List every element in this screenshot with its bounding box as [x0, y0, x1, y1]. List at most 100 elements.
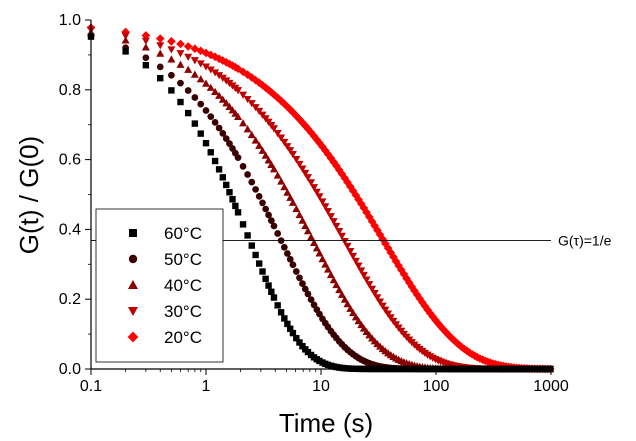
data-point: [283, 188, 292, 196]
data-point: [219, 130, 227, 137]
data-point: [284, 320, 291, 328]
data-point: [295, 210, 304, 219]
data-point: [239, 91, 248, 99]
data-point: [340, 295, 349, 303]
data-point: [197, 130, 204, 137]
x-tick-label: 1000: [533, 378, 569, 395]
data-point: [141, 31, 151, 40]
data-point: [316, 310, 323, 318]
data-point: [307, 233, 316, 241]
data-point: [259, 268, 266, 275]
data-point: [239, 221, 247, 228]
data-point: [252, 251, 259, 259]
data-point: [167, 55, 176, 63]
data-point: [298, 165, 307, 173]
data-point: [267, 160, 276, 168]
data-point: [384, 310, 393, 318]
data-point: [321, 203, 330, 211]
data-point: [381, 306, 390, 314]
data-point: [283, 102, 292, 112]
data-point: [262, 205, 269, 213]
data-point: [310, 238, 319, 247]
data-point: [248, 242, 255, 249]
data-point: [292, 204, 301, 213]
data-point: [301, 169, 310, 178]
data-point: [215, 166, 223, 173]
data-point: [343, 300, 352, 308]
data-point: [373, 294, 382, 302]
data-point: [184, 53, 193, 61]
data-point: [258, 146, 267, 154]
legend-box: [95, 208, 224, 363]
data-point: [270, 294, 278, 301]
data-point: [176, 50, 185, 58]
data-point: [362, 276, 371, 284]
data-point: [202, 79, 210, 87]
y-tick-label: 0.8: [59, 82, 81, 99]
data-point: [251, 136, 260, 144]
data-point: [303, 227, 312, 235]
data-point: [301, 221, 310, 230]
data-point: [280, 183, 289, 191]
data-point: [277, 177, 286, 185]
legend-marker: [128, 254, 138, 264]
data-point: [370, 290, 379, 298]
data-point: [283, 143, 292, 151]
data-point: [234, 154, 242, 162]
data-point: [269, 125, 278, 133]
data-point: [196, 60, 205, 68]
data-point: [167, 37, 176, 46]
data-point: [289, 261, 297, 269]
legend-label: 30°C: [164, 302, 202, 321]
data-point: [252, 186, 259, 193]
legend-label: 20°C: [164, 328, 202, 347]
data-point: [295, 160, 304, 169]
data-point: [141, 43, 150, 51]
data-point: [211, 69, 220, 77]
data-point: [219, 174, 227, 181]
data-point: [312, 244, 321, 252]
data-point: [280, 243, 288, 251]
data-point: [286, 193, 295, 201]
data-point: [168, 87, 175, 94]
data-point: [323, 265, 332, 273]
data-point: [191, 120, 199, 127]
data-point: [292, 268, 300, 275]
data-point: [239, 119, 248, 127]
data-point: [255, 141, 264, 149]
data-point: [206, 66, 215, 74]
data-point: [243, 95, 252, 104]
data-point: [277, 309, 285, 316]
data-point: [259, 199, 266, 207]
y-tick-label: 0.4: [59, 221, 81, 238]
data-point: [286, 147, 295, 155]
legend-marker: [127, 331, 139, 343]
data-point: [284, 250, 291, 257]
data-point: [286, 255, 294, 263]
data-point: [243, 125, 252, 133]
x-tick-label: 1: [202, 378, 211, 395]
data-point: [293, 334, 300, 342]
data-point: [155, 34, 165, 43]
data-point: [202, 63, 210, 71]
data-point: [296, 274, 303, 282]
data-point: [357, 267, 366, 275]
data-point: [307, 179, 316, 187]
y-tick-label: 0.6: [59, 152, 81, 169]
data-point: [326, 270, 335, 279]
data-point: [223, 181, 230, 189]
data-point: [354, 262, 363, 270]
data-point: [184, 87, 192, 94]
axis-ticks: 0.1 1 10 100 1000 0.0 0.2 0.4 0.6 0.8 1.0: [59, 12, 569, 395]
data-point: [296, 339, 303, 346]
data-point: [299, 280, 306, 287]
data-point: [207, 113, 215, 120]
data-point: [156, 49, 165, 57]
data-point: [289, 329, 297, 337]
data-point: [255, 192, 263, 200]
legend-marker: [128, 280, 138, 289]
data-point: [167, 46, 176, 54]
data-point: [121, 32, 130, 40]
data-point: [288, 108, 298, 117]
reference-line-label: G(τ)=1/e: [558, 233, 612, 249]
